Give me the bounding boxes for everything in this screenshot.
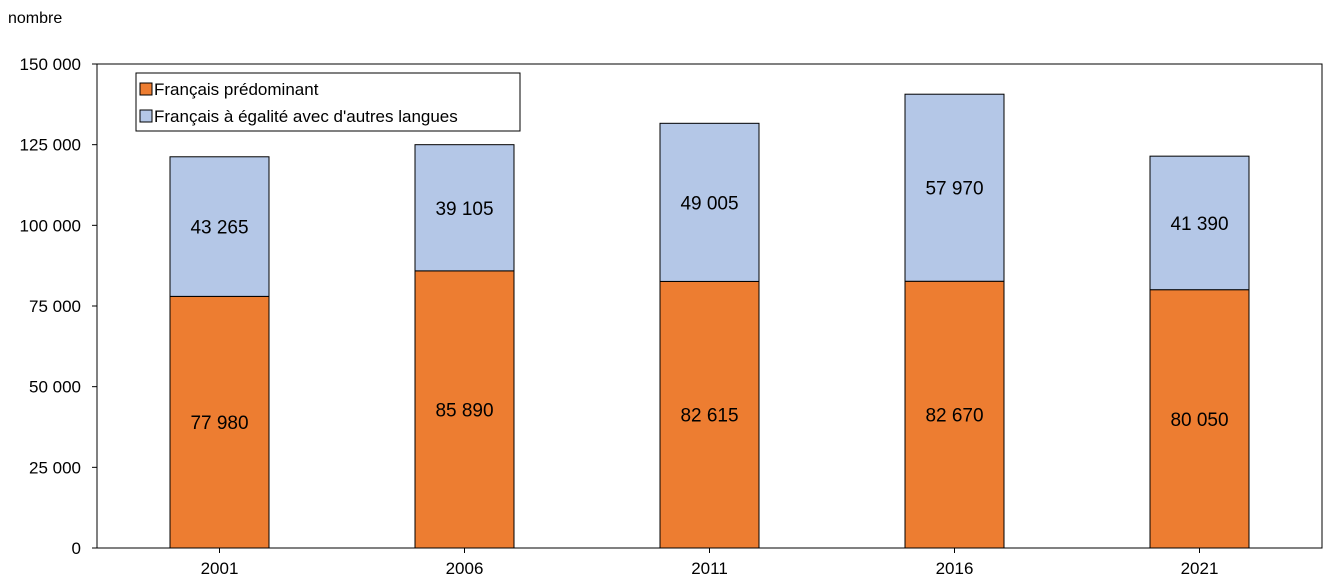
- bar-segment-2001-series-1: [169, 295, 270, 549]
- bars-layer: [169, 93, 1250, 549]
- data-label-2021-series-1: 80 050: [1170, 410, 1228, 431]
- data-label-2011-series-1: 82 615: [680, 406, 738, 427]
- y-tick-label: 150 000: [20, 55, 81, 74]
- data-label-2006-series-1: 85 890: [435, 400, 493, 421]
- data-label-2001-series-2: 43 265: [190, 218, 248, 239]
- y-tick-label: 125 000: [20, 136, 81, 155]
- data-label-2001-series-1: 77 980: [190, 413, 248, 434]
- bar-segment-2016-series-2: [904, 93, 1005, 282]
- legend-swatch-series-2: [139, 109, 153, 123]
- y-tick-label: 25 000: [29, 458, 81, 477]
- x-tick-label-2001: 2001: [201, 559, 239, 578]
- legend-swatch-series-1: [139, 82, 153, 96]
- x-tick-label-2021: 2021: [1181, 559, 1219, 578]
- data-label-2016-series-1: 82 670: [925, 406, 983, 427]
- bar-segment-2006-series-2: [414, 144, 515, 272]
- y-tick-label: 100 000: [20, 216, 81, 235]
- y-tick-label: 0: [72, 539, 81, 558]
- legend-box: [135, 72, 521, 132]
- bar-segment-2021-series-2: [1149, 155, 1250, 291]
- bar-segment-2011-series-2: [659, 122, 760, 282]
- axes-layer: 2001 2006 2011 2016 2021 0 25 000 50 000 75 000 1…: [20, 55, 1323, 578]
- y-axis-title: nombre: [8, 10, 62, 27]
- legend: Français prédominant Français à égalité a…: [135, 72, 521, 132]
- data-label-2016-series-2: 57 970: [925, 179, 983, 200]
- legend-label-series-2: Français à égalité avec d'autres langues: [154, 107, 458, 126]
- legend-label-series-1: Français prédominant: [154, 80, 319, 99]
- bar-segment-2016-series-1: [904, 280, 1005, 549]
- x-tick-label-2011: 2011: [691, 559, 728, 578]
- bar-segment-2001-series-2: [169, 156, 270, 297]
- x-tick-label-2006: 2006: [446, 559, 484, 578]
- data-labels-layer: 77 980 43 265 85 890 39 105 82 615 49 005 82 6…: [190, 179, 1228, 434]
- y-tick-label: 75 000: [29, 297, 81, 316]
- data-label-2021-series-2: 41 390: [1170, 214, 1228, 235]
- bar-segment-2011-series-1: [659, 280, 760, 549]
- data-label-2006-series-2: 39 105: [435, 199, 493, 220]
- x-tick-label-2016: 2016: [936, 559, 974, 578]
- y-tick-label: 50 000: [29, 378, 81, 397]
- data-label-2011-series-2: 49 005: [680, 193, 738, 214]
